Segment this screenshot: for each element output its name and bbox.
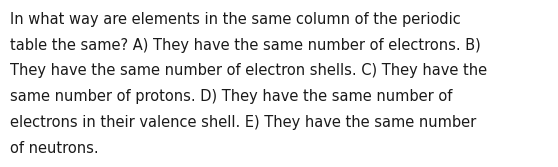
Text: same number of protons. D) They have the same number of: same number of protons. D) They have the… <box>10 89 453 104</box>
Text: They have the same number of electron shells. C) They have the: They have the same number of electron sh… <box>10 63 487 78</box>
Text: In what way are elements in the same column of the periodic: In what way are elements in the same col… <box>10 12 461 27</box>
Text: of neutrons.: of neutrons. <box>10 141 99 156</box>
Text: electrons in their valence shell. E) They have the same number: electrons in their valence shell. E) The… <box>10 115 476 130</box>
Text: table the same? A) They have the same number of electrons. B): table the same? A) They have the same nu… <box>10 38 481 53</box>
